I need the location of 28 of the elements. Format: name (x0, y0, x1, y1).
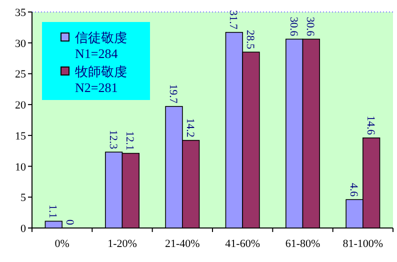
data-label: 1.1 (46, 204, 59, 218)
data-label: 12.1 (124, 131, 136, 150)
data-label: 4.6 (347, 182, 360, 198)
data-label: 30.6 (304, 16, 316, 37)
data-label: 28.5 (244, 30, 256, 50)
data-label: 14.6 (364, 116, 376, 136)
data-label: 31.7 (227, 10, 240, 30)
y-tick-label: 25 (15, 68, 26, 81)
y-tick-label: 10 (15, 161, 26, 174)
legend-label: 信徒敬虔 N1=284 (75, 30, 127, 61)
y-tick-label: 35 (15, 7, 26, 19)
legend-label: 牧師敬虔 N2=281 (75, 64, 127, 95)
y-tick-label: 0 (20, 223, 26, 235)
x-tick-label: 81-100% (342, 238, 384, 250)
y-tick-label: 5 (20, 192, 26, 204)
data-label: 14.2 (184, 118, 196, 138)
x-tick-label: 61-80% (285, 238, 320, 250)
data-label: 30.6 (287, 16, 300, 37)
x-tick-label: 1-20% (108, 238, 137, 250)
x-tick-label: 21-40% (165, 238, 200, 250)
data-label: 0 (64, 220, 76, 226)
data-label: 12.3 (106, 130, 119, 150)
y-tick-label: 15 (15, 130, 26, 142)
x-tick-label: 0% (54, 238, 70, 250)
y-tick-label: 30 (15, 38, 26, 50)
data-label: 19.7 (166, 84, 179, 104)
x-tick-label: 41-60% (225, 238, 260, 250)
y-tick-label: 20 (15, 100, 26, 112)
